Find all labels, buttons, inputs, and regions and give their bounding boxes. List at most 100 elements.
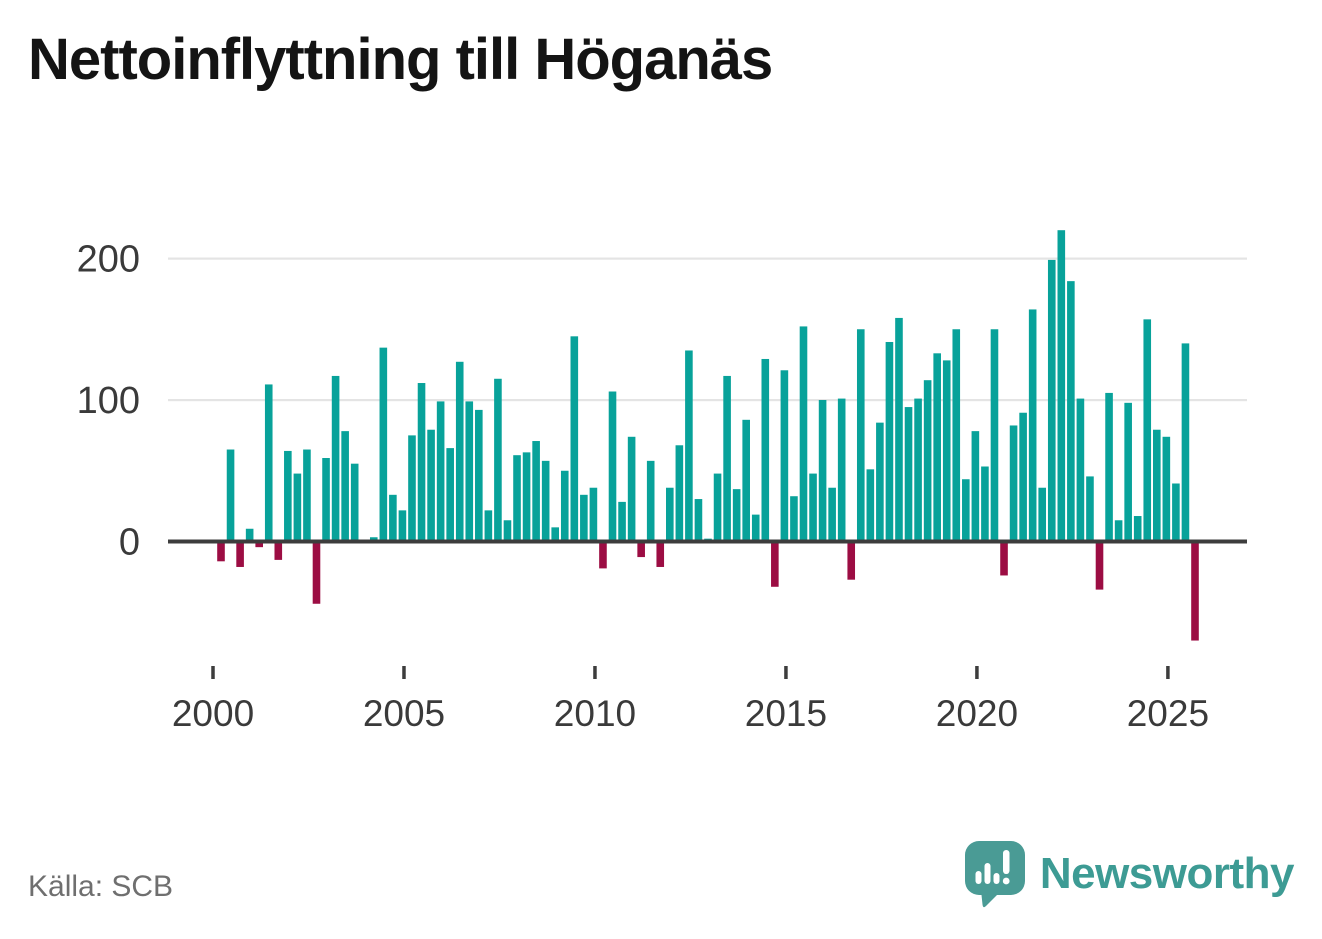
x-tick-label-2025: 2025 xyxy=(1127,693,1209,734)
bar-2013K1 xyxy=(713,473,722,542)
y-tick-label-0: 0 xyxy=(119,522,140,564)
y-tick-label-200: 200 xyxy=(77,239,140,281)
bar-2010K1 xyxy=(599,541,607,569)
bar-2006K4 xyxy=(475,409,483,542)
bar-2004K2 xyxy=(379,347,388,542)
chart-title: Nettoinflyttning till Höganäs xyxy=(28,27,773,92)
bar-2022K1 xyxy=(1057,230,1066,542)
x-tick-label-2005: 2005 xyxy=(363,693,445,734)
bar-2015K4 xyxy=(818,400,827,542)
bar-2000K1 xyxy=(217,541,225,562)
bar-2000K4 xyxy=(245,528,254,542)
bar-2009K2 xyxy=(570,336,579,542)
bar-2023K3 xyxy=(1114,520,1123,542)
x-tick-2015 xyxy=(784,666,788,679)
bar-2025K2 xyxy=(1181,343,1190,542)
bar-2021K1 xyxy=(1019,412,1027,542)
bar-2016K3 xyxy=(847,541,856,580)
bar-2005K2 xyxy=(417,383,426,542)
newsworthy-logo-icon xyxy=(964,841,1025,908)
bar-2001K3 xyxy=(274,541,283,560)
bar-2007K2 xyxy=(494,378,502,542)
bar-2018K4 xyxy=(933,353,941,542)
bar-2012K2 xyxy=(685,350,693,542)
bar-2009K3 xyxy=(580,494,588,542)
bar-2011K1 xyxy=(637,541,645,558)
bar-2001K4 xyxy=(284,450,292,542)
x-tick-2025 xyxy=(1166,666,1170,679)
bar-2019K4 xyxy=(971,431,980,542)
bar-2008K2 xyxy=(532,441,540,542)
bar-2021K4 xyxy=(1047,259,1056,542)
bar-2007K4 xyxy=(513,455,521,542)
x-tick-label-2020: 2020 xyxy=(936,693,1018,734)
bar-2007K3 xyxy=(503,520,512,542)
x-tick-2005 xyxy=(402,666,406,679)
bar-2023K4 xyxy=(1124,402,1132,542)
bar-2002K3 xyxy=(312,541,321,604)
bar-2013K3 xyxy=(732,489,741,542)
bar-2000K3 xyxy=(236,541,244,567)
bar-2003K3 xyxy=(350,463,359,542)
bar-2019K3 xyxy=(962,479,970,542)
bar-2008K3 xyxy=(541,460,550,542)
bar-2002K2 xyxy=(303,449,311,542)
bar-2010K3 xyxy=(618,501,626,542)
bar-2005K3 xyxy=(427,429,435,542)
bar-2011K4 xyxy=(666,487,674,542)
bar-2015K1 xyxy=(790,496,798,542)
bar-2024K4 xyxy=(1162,436,1171,542)
y-tick-label-100: 100 xyxy=(77,380,140,422)
bar-2008K1 xyxy=(522,452,531,542)
bar-2018K2 xyxy=(914,398,922,542)
zero-axis-line xyxy=(168,539,1247,544)
logo-bar-2 xyxy=(984,863,991,884)
bar-2024K2 xyxy=(1143,319,1152,542)
bar-2005K4 xyxy=(436,401,445,542)
x-tick-label-2010: 2010 xyxy=(554,693,636,734)
bar-2002K1 xyxy=(293,473,302,542)
bar-2023K1 xyxy=(1095,541,1104,590)
x-tick-2000 xyxy=(211,666,215,679)
bar-2004K1 xyxy=(369,537,378,542)
bar-2025K3 xyxy=(1191,541,1199,641)
bar-2016K4 xyxy=(856,329,865,542)
bar-2024K3 xyxy=(1153,429,1161,542)
x-tick-label-2015: 2015 xyxy=(745,693,827,734)
bar-2020K1 xyxy=(981,466,989,542)
bar-2003K1 xyxy=(331,375,340,542)
bar-2003K2 xyxy=(341,431,349,542)
bar-2014K4 xyxy=(780,370,789,542)
bar-2005K1 xyxy=(408,435,416,542)
bar-2009K1 xyxy=(560,470,569,542)
logo-exclamation-bar xyxy=(1002,850,1010,874)
bar-2014K3 xyxy=(771,541,779,587)
newsworthy-wordmark: Newsworthy xyxy=(1039,849,1295,898)
bar-2011K3 xyxy=(656,541,665,567)
bar-2001K1 xyxy=(255,541,263,548)
bar-2004K3 xyxy=(389,494,397,542)
bar-2018K1 xyxy=(904,407,913,542)
bar-2021K3 xyxy=(1038,487,1047,542)
bar-2006K2 xyxy=(455,361,464,542)
gridline-200 xyxy=(168,257,1247,260)
bar-2007K1 xyxy=(484,510,493,542)
bar-2020K3 xyxy=(1000,541,1008,576)
bar-2018K3 xyxy=(923,380,932,542)
bar-2011K2 xyxy=(646,460,655,542)
bar-2013K2 xyxy=(723,375,731,542)
x-tick-2020 xyxy=(975,666,979,679)
bar-2008K4 xyxy=(551,527,560,542)
bar-2017K1 xyxy=(866,469,875,542)
bar-2001K2 xyxy=(264,384,273,542)
bar-2017K2 xyxy=(876,422,884,542)
logo-bar-3 xyxy=(993,873,1000,884)
bar-2021K2 xyxy=(1028,309,1037,542)
bar-2016K1 xyxy=(828,487,836,542)
bar-2010K2 xyxy=(608,391,617,542)
bar-2025K1 xyxy=(1172,483,1180,542)
logo-exclamation-dot xyxy=(1002,877,1010,885)
bar-2000K2 xyxy=(226,449,235,542)
